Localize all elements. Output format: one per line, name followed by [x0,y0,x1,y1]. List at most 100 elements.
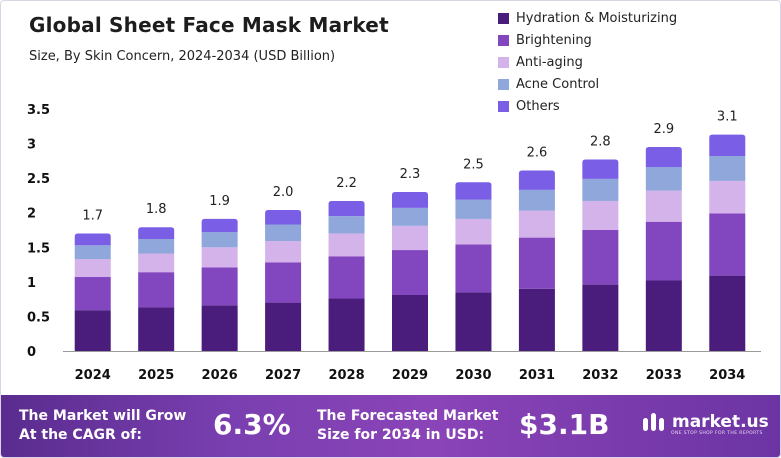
bar-total-label: 2.9 [653,122,674,137]
bar-segment [265,241,302,263]
legend-item-brightening: Brightening [498,29,677,51]
x-tick-label: 2034 [709,368,745,383]
bar-segment [518,170,555,190]
cagr-label: The Market will Grow At the CAGR of: [19,407,186,445]
y-tick-label: 2.5 [27,172,50,187]
bar-segment [328,200,365,217]
legend-item-others: Others [498,95,677,117]
bar-segment [201,247,238,268]
market-us-logo-icon [643,413,664,431]
bar-segment [74,259,111,278]
bar-chart: 0 0.5 1 1.5 2 2.5 3 3.5 1.7 2024 1.8 2025 1.9 2026 2.0… [27,103,761,383]
legend-label-acne-control: Acne Control [516,76,600,92]
y-tick-label: 0.5 [27,310,50,325]
y-tick-label: 3 [27,138,36,153]
bar-total-label: 2.0 [273,185,294,200]
bar-segment [392,191,428,208]
legend-label-brightening: Brightening [516,32,592,48]
bar-total-label: 2.8 [590,134,611,149]
bar-segment [455,199,492,219]
legend-label-others: Others [516,98,560,114]
forecast-label-line1: The Forecasted Market [317,408,499,424]
chart-title: Global Sheet Face Mask Market [29,13,389,37]
x-tick-label: 2032 [582,368,618,383]
bar-segment [328,233,365,257]
bar-segment [138,253,175,273]
forecast-value: $3.1B [519,408,610,441]
x-tick-label: 2026 [202,368,238,383]
bar-segment [328,216,365,234]
bar-total-label: 2.6 [527,146,548,161]
bar-segment [74,245,111,260]
x-tick-label: 2028 [328,368,364,383]
x-tick-label: 2031 [519,368,555,383]
bar-total-label: 1.7 [82,208,103,223]
bar-segment [392,250,428,295]
bar-segment [392,207,428,226]
bar-segment [265,262,302,303]
brand-name: market.us [672,412,769,432]
bar-segment [582,284,619,351]
bar-segment [201,267,238,306]
bar-segment [582,230,619,285]
legend: Hydration & Moisturizing Brightening Ant… [498,7,677,117]
bar-segment [138,307,175,351]
y-tick-label: 1 [27,276,36,291]
bar-segment [709,275,746,351]
y-tick-label: 3.5 [27,103,50,118]
bar-segment [709,180,746,214]
legend-label-anti-aging: Anti-aging [516,54,583,70]
forecast-label: The Forecasted Market Size for 2034 in U… [317,407,498,445]
legend-swatch-others [498,100,509,112]
legend-swatch-acne-control [498,78,509,90]
bar-segment [518,237,555,289]
legend-item-anti-aging: Anti-aging [498,51,677,73]
bar-segment [74,233,111,246]
x-tick-label: 2024 [75,368,111,383]
brand-logo: market.us ONE STOP SHOP FOR THE REPORTS [641,409,769,436]
legend-item-acne-control: Acne Control [498,73,677,95]
bar-total-label: 2.5 [463,157,484,172]
bar-segment [138,227,175,239]
bar-segment [455,218,492,245]
bar-segment [709,213,746,276]
x-tick-label: 2027 [265,368,301,383]
bar-segment [201,218,238,233]
bar-segment [74,310,111,351]
bar-segment [645,221,682,281]
forecast-label-line2: Size for 2034 in USD: [317,427,485,443]
bar-total-label: 2.3 [400,167,421,182]
bar-segment [392,225,428,251]
bar-segment [265,209,302,225]
y-tick-label: 0 [27,345,36,360]
x-tick-label: 2029 [392,368,428,383]
cagr-value: 6.3% [213,408,291,441]
bar-segment [328,256,365,299]
legend-swatch-anti-aging [498,56,509,68]
bar-total-label: 1.9 [209,194,230,209]
bar-segment [265,224,302,242]
legend-swatch-hydration [498,12,509,24]
bar-total-label: 1.8 [146,202,167,217]
cagr-label-line2: At the CAGR of: [19,427,142,443]
bar-total-label: 2.2 [336,176,357,191]
bar-segment [455,182,492,200]
bar-segment [138,272,175,308]
legend-item-hydration: Hydration & Moisturizing [498,7,677,29]
bar-segment [201,232,238,248]
bar-total-label: 3.1 [717,110,738,125]
bar-segment [455,244,492,293]
chart-subtitle: Size, By Skin Concern, 2024-2034 (USD Bi… [29,49,336,64]
x-tick-label: 2025 [138,368,174,383]
cagr-label-line1: The Market will Grow [19,408,187,424]
legend-swatch-brightening [498,34,509,46]
y-tick-label: 1.5 [27,241,50,256]
footer-banner: The Market will Grow At the CAGR of: 6.3… [1,395,780,457]
bar-segment [582,178,619,201]
bar-segment [645,280,682,351]
legend-label-hydration: Hydration & Moisturizing [516,10,678,26]
bar-segment [518,210,555,238]
bar-segment [74,277,111,311]
bar-segment [328,298,365,351]
